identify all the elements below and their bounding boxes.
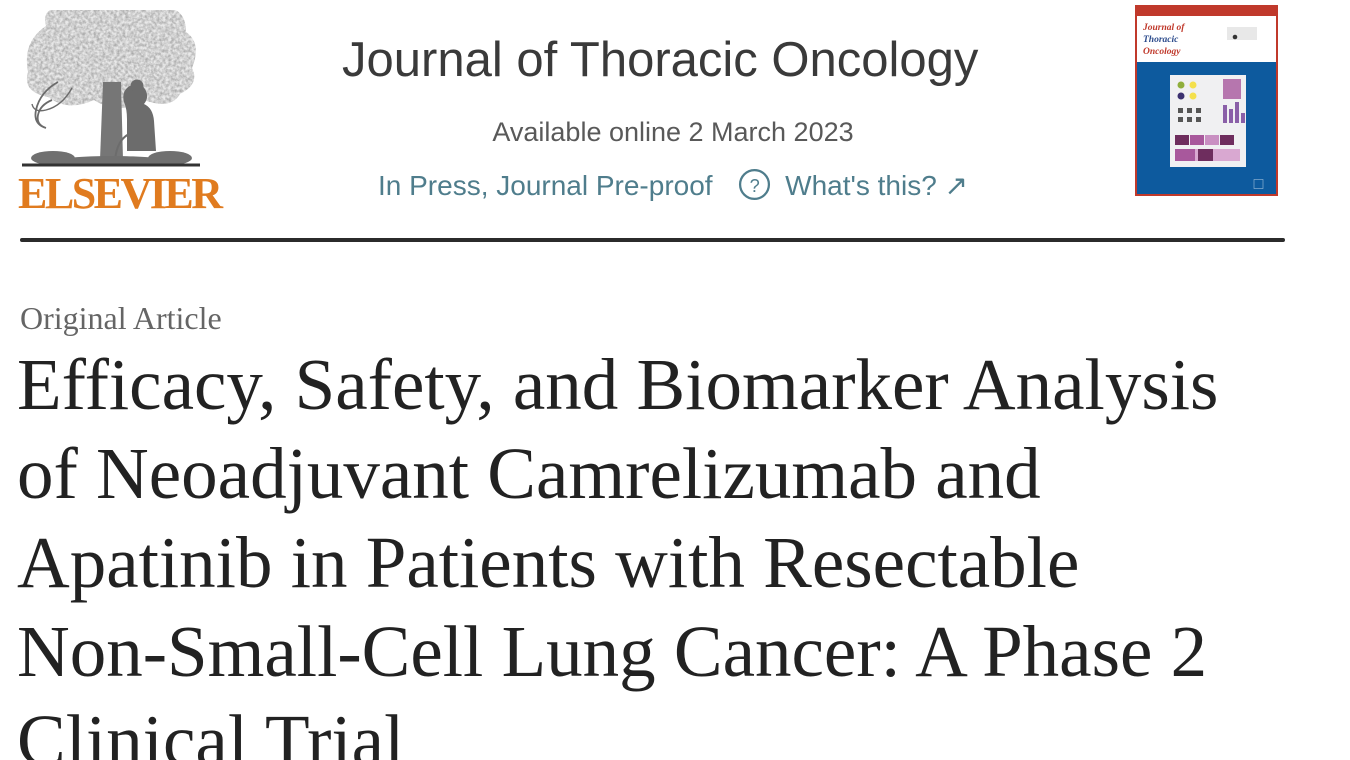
svg-text:Oncology: Oncology (1143, 47, 1181, 57)
svg-text:Thoracic: Thoracic (1143, 35, 1179, 45)
svg-text:?: ? (750, 175, 760, 196)
svg-text:Journal of: Journal of (1142, 23, 1185, 33)
